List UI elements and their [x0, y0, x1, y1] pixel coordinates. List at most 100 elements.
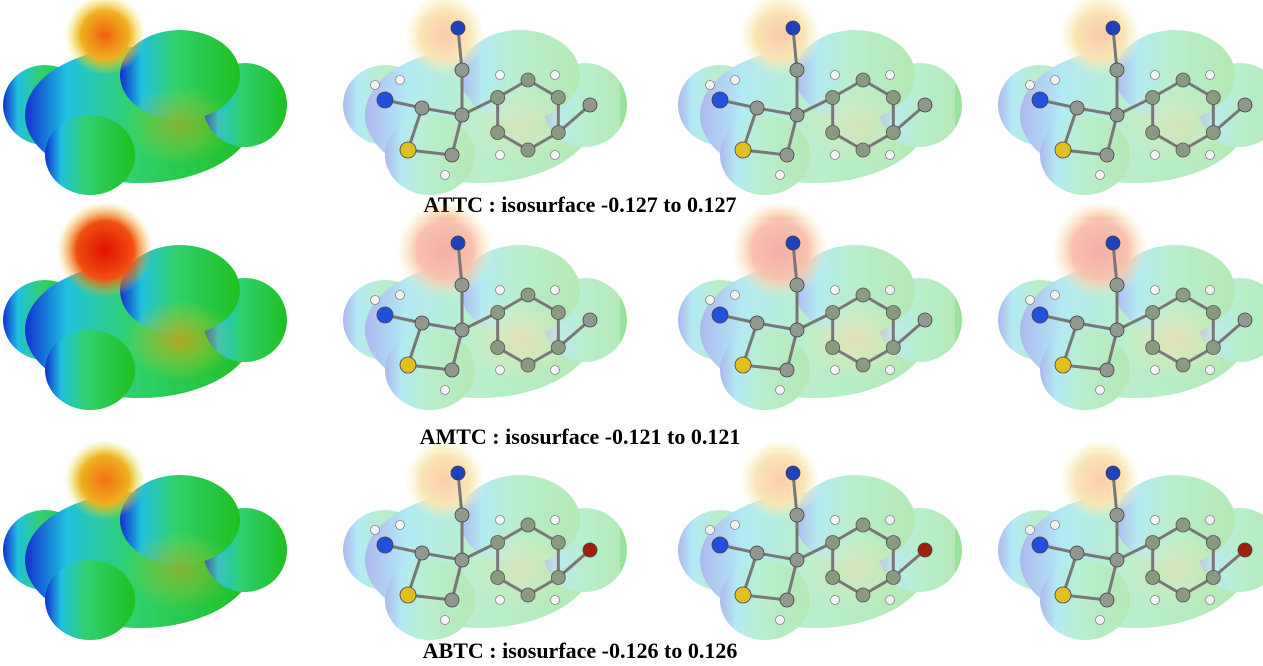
atom — [371, 296, 380, 305]
atom — [706, 526, 715, 535]
atom — [377, 307, 393, 323]
atom — [1206, 366, 1215, 375]
atom — [712, 537, 728, 553]
atom — [1238, 98, 1252, 112]
atom — [886, 516, 895, 525]
atom — [731, 291, 740, 300]
molecule-surface — [995, 0, 1263, 195]
atom — [918, 313, 932, 327]
atom — [377, 92, 393, 108]
atom — [1206, 341, 1220, 355]
atom — [1106, 466, 1120, 480]
atom — [455, 553, 469, 567]
atom — [1070, 101, 1084, 115]
atom — [886, 366, 895, 375]
atom — [790, 323, 804, 337]
atom — [415, 546, 429, 560]
atom — [1055, 357, 1071, 373]
atom — [491, 91, 505, 105]
atom — [750, 546, 764, 560]
atom — [371, 526, 380, 535]
surface-lobe — [45, 115, 135, 195]
atom — [750, 316, 764, 330]
atom — [521, 73, 535, 87]
atom — [1176, 288, 1190, 302]
atom — [1206, 151, 1215, 160]
atom — [1051, 521, 1060, 530]
atom — [790, 508, 804, 522]
atom — [1110, 553, 1124, 567]
atom — [1146, 306, 1160, 320]
atom — [1206, 596, 1215, 605]
caption: AMTC : isosurface -0.121 to 0.121 — [420, 424, 741, 449]
atom — [1151, 516, 1160, 525]
atom — [735, 587, 751, 603]
atom — [731, 521, 740, 530]
atom — [551, 286, 560, 295]
atom — [496, 596, 505, 605]
atom — [831, 151, 840, 160]
molecule-surface — [675, 440, 962, 640]
atom — [415, 316, 429, 330]
atom — [1206, 286, 1215, 295]
atom — [750, 101, 764, 115]
atom — [1176, 358, 1190, 372]
molecule-surface — [340, 440, 627, 640]
atom — [1206, 536, 1220, 550]
caption: ABTC : isosurface -0.126 to 0.126 — [423, 638, 738, 663]
atom — [1206, 71, 1215, 80]
atom — [451, 236, 465, 250]
atom — [1070, 316, 1084, 330]
atom — [455, 63, 469, 77]
surface-lobe — [45, 560, 135, 640]
atom — [396, 291, 405, 300]
atom — [371, 81, 380, 90]
atom — [790, 553, 804, 567]
atom — [491, 536, 505, 550]
atom — [790, 108, 804, 122]
atom — [377, 537, 393, 553]
molecule-surface — [675, 0, 962, 195]
atom — [496, 286, 505, 295]
atom — [780, 363, 794, 377]
atom — [583, 98, 597, 112]
atom — [1146, 126, 1160, 140]
atom — [521, 143, 535, 157]
atom — [491, 306, 505, 320]
atom — [856, 143, 870, 157]
molecule-surface — [340, 202, 627, 410]
atom — [886, 151, 895, 160]
atom — [886, 71, 895, 80]
atom — [521, 358, 535, 372]
atom — [551, 571, 565, 585]
atom — [786, 466, 800, 480]
atom — [826, 91, 840, 105]
atom — [1070, 546, 1084, 560]
surface-head — [57, 202, 153, 298]
atom — [1151, 596, 1160, 605]
atom — [856, 288, 870, 302]
atom — [455, 278, 469, 292]
molecule-surface — [675, 202, 962, 410]
atom — [415, 101, 429, 115]
atom — [1151, 71, 1160, 80]
atom — [856, 358, 870, 372]
atom — [491, 126, 505, 140]
atom — [1206, 91, 1220, 105]
atom — [712, 307, 728, 323]
atom — [441, 171, 450, 180]
atom — [1032, 537, 1048, 553]
atom — [400, 142, 416, 158]
atom — [551, 536, 565, 550]
atom — [551, 306, 565, 320]
atom — [445, 148, 459, 162]
atom — [786, 236, 800, 250]
atom — [780, 148, 794, 162]
atom — [491, 341, 505, 355]
atom — [451, 466, 465, 480]
atom — [1206, 126, 1220, 140]
atom — [1055, 142, 1071, 158]
atom — [1026, 296, 1035, 305]
atom — [551, 516, 560, 525]
atom — [1096, 171, 1105, 180]
